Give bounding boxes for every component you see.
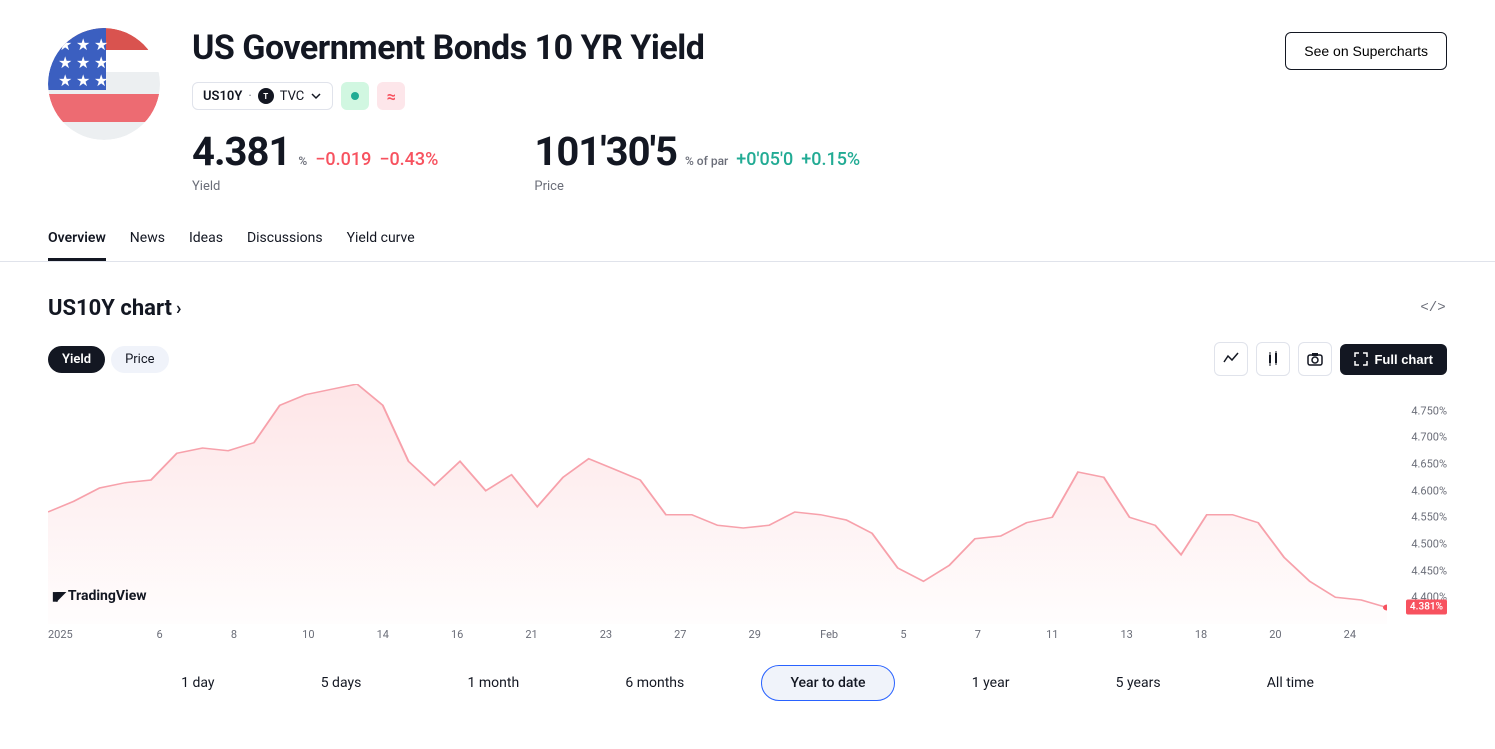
embed-code-icon[interactable]: </> (1419, 294, 1447, 322)
price-label: Price (534, 179, 860, 194)
tab-discussions[interactable]: Discussions (247, 230, 323, 261)
y-axis-tick: 4.750% (1411, 404, 1447, 417)
price-value: 101'30'5 (534, 128, 677, 175)
symbol-ticker: US10Y (203, 89, 242, 104)
svg-text:★: ★ (76, 53, 90, 72)
chart-chip-price[interactable]: Price (111, 346, 168, 373)
svg-text:★: ★ (94, 71, 108, 90)
x-axis-tick: 24 (1313, 628, 1387, 641)
yield-value: 4.381 (192, 128, 290, 175)
symbol-selector[interactable]: US10Y · T TVC (192, 82, 333, 110)
range-year-to-date[interactable]: Year to date (761, 665, 894, 701)
x-axis-tick: 13 (1089, 628, 1163, 641)
y-axis-tick: 4.700% (1411, 431, 1447, 444)
range-6-months[interactable]: 6 months (596, 665, 713, 701)
x-axis-tick: 14 (346, 628, 420, 641)
x-axis-tick: Feb (792, 628, 866, 641)
chevron-right-icon: › (176, 298, 181, 319)
y-axis-tick: 4.600% (1411, 484, 1447, 497)
indicators-icon[interactable] (1214, 342, 1248, 376)
svg-text:★: ★ (58, 53, 72, 72)
tab-news[interactable]: News (130, 230, 165, 261)
x-axis-tick: 6 (122, 628, 196, 641)
y-axis-tick: 4.500% (1411, 538, 1447, 551)
chart-x-axis: 20256810141621232729Feb571113182024 (48, 628, 1447, 641)
range-5-years[interactable]: 5 years (1087, 665, 1190, 701)
tab-overview[interactable]: Overview (48, 230, 106, 261)
tradingview-watermark: TradingView (52, 588, 147, 604)
range-1-day[interactable]: 1 day (152, 665, 243, 701)
see-on-supercharts-button[interactable]: See on Supercharts (1285, 32, 1447, 70)
x-axis-tick: 5 (866, 628, 940, 641)
yield-change-pct: −0.43% (379, 149, 438, 170)
x-axis-tick: 2025 (48, 628, 122, 641)
page-title: US Government Bonds 10 YR Yield (192, 28, 1447, 68)
range-1-month[interactable]: 1 month (439, 665, 549, 701)
market-status-icon[interactable] (341, 82, 369, 110)
tab-ideas[interactable]: Ideas (189, 230, 223, 261)
price-metric: 101'30'5 % of par +0'05'0 +0.15% Price (534, 128, 860, 194)
x-axis-tick: 18 (1164, 628, 1238, 641)
symbol-source: TVC (280, 89, 305, 104)
price-change-pct: +0.15% (801, 149, 860, 170)
price-change-abs: +0'05'0 (736, 149, 793, 170)
x-axis-tick: 29 (718, 628, 792, 641)
yield-label: Yield (192, 179, 438, 194)
chart[interactable]: 4.750% 4.700% 4.650% 4.600% 4.550% 4.500% 4.45… (48, 384, 1447, 624)
yield-unit: % (298, 154, 307, 168)
chevron-down-icon (310, 90, 322, 102)
yield-metric: 4.381 % −0.019 −0.43% Yield (192, 128, 438, 194)
chart-y-axis: 4.750% 4.700% 4.650% 4.600% 4.550% 4.500% 4.45… (1387, 384, 1447, 624)
x-axis-tick: 23 (569, 628, 643, 641)
svg-text:★: ★ (58, 35, 72, 54)
x-axis-tick: 20 (1238, 628, 1312, 641)
y-axis-tick: 4.550% (1411, 511, 1447, 524)
x-axis-tick: 21 (494, 628, 568, 641)
current-price-flag: 4.381% (1406, 600, 1447, 615)
provider-logo-icon: T (258, 88, 274, 104)
range-5-days[interactable]: 5 days (292, 665, 391, 701)
x-axis-tick: 27 (643, 628, 717, 641)
header: ★★★ ★★★ ★★★ US Government Bonds 10 YR Yi… (0, 0, 1495, 194)
chart-chip-yield[interactable]: Yield (48, 346, 105, 373)
svg-text:★: ★ (76, 35, 90, 54)
price-unit: % of par (685, 154, 728, 168)
x-axis-tick: 8 (197, 628, 271, 641)
time-range-selector: 1 day 5 days 1 month 6 months Year to date 1 … (48, 641, 1447, 725)
expand-icon (1354, 352, 1368, 366)
y-axis-tick: 4.650% (1411, 458, 1447, 471)
x-axis-tick: 10 (271, 628, 345, 641)
snapshot-icon[interactable] (1298, 342, 1332, 376)
full-chart-button[interactable]: Full chart (1340, 344, 1447, 375)
tab-yield-curve[interactable]: Yield curve (347, 230, 415, 261)
chart-mode-chips: YieldPrice (48, 346, 169, 373)
yield-change-abs: −0.019 (315, 149, 371, 170)
range-all-time[interactable]: All time (1238, 665, 1343, 701)
approx-indicator-icon[interactable]: ≈ (377, 82, 405, 110)
candles-icon[interactable] (1256, 342, 1290, 376)
svg-text:★: ★ (94, 35, 108, 54)
instrument-flag-icon: ★★★ ★★★ ★★★ (48, 28, 160, 140)
range-1-year[interactable]: 1 year (943, 665, 1039, 701)
svg-text:★: ★ (76, 71, 90, 90)
x-axis-tick: 16 (420, 628, 494, 641)
x-axis-tick: 11 (1015, 628, 1089, 641)
y-axis-tick: 4.450% (1411, 564, 1447, 577)
tabs: Overview News Ideas Discussions Yield curve (0, 214, 1495, 262)
chart-title[interactable]: US10Y chart › (48, 296, 181, 321)
x-axis-tick: 7 (941, 628, 1015, 641)
svg-text:★: ★ (58, 71, 72, 90)
svg-text:★: ★ (94, 53, 108, 72)
